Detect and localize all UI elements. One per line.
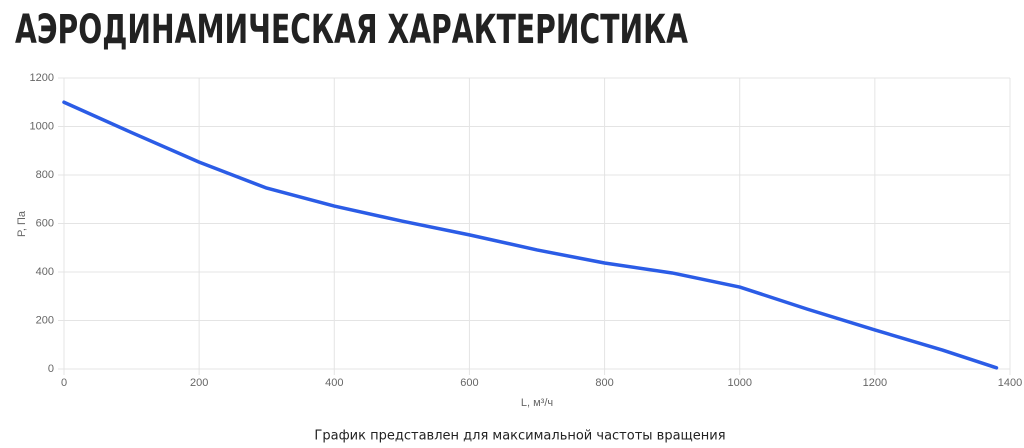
x-axis-label: L, м³/ч [521,397,553,409]
y-tick-label: 1000 [30,120,54,132]
x-tick-label: 1400 [998,377,1022,389]
x-tick-label: 600 [460,377,478,389]
x-tick-label: 1200 [863,377,887,389]
y-tick-label: 200 [36,314,54,326]
y-tick-label: 600 [36,217,54,229]
x-tick-label: 200 [190,377,208,389]
x-tick-label: 400 [325,377,343,389]
y-tick-label: 800 [36,169,54,181]
y-tick-label: 400 [36,266,54,278]
data-line [62,100,999,370]
x-tick-label: 0 [61,377,67,389]
y-axis-label: P, Па [16,210,28,237]
x-tick-label: 800 [595,377,613,389]
chart-title: АЭРОДИНАМИЧЕСКАЯ ХАРАКТЕРИСТИКА [15,7,688,53]
y-tick-label: 0 [48,363,54,375]
y-tick-label: 1200 [30,72,54,84]
chart-note: График представлен для максимальной част… [314,429,725,444]
x-tick-label: 1000 [727,377,751,389]
